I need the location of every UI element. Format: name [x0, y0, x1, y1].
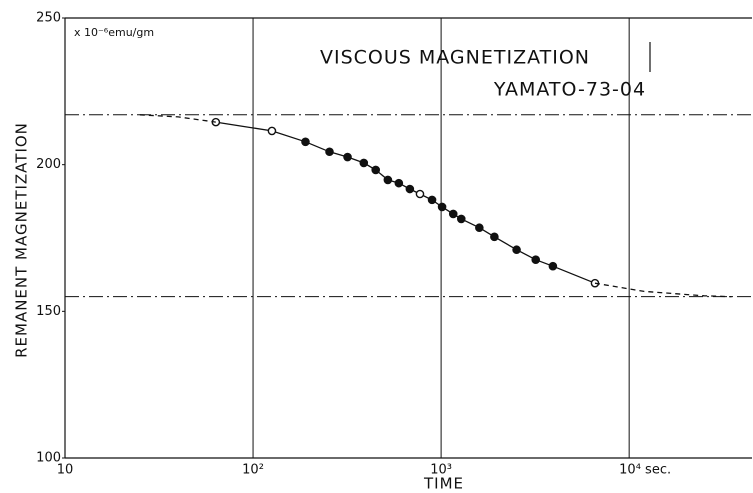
x-tick-label: 10³	[430, 463, 452, 478]
data-point	[371, 165, 381, 175]
data-point	[394, 178, 404, 188]
x-axis-title: TIME	[423, 475, 464, 493]
data-point	[531, 255, 541, 265]
y-tick-label: 200	[36, 157, 61, 172]
data-point	[456, 214, 466, 224]
data-point	[301, 137, 310, 147]
data-point	[512, 245, 521, 255]
y-tick-label: 100	[36, 451, 61, 466]
data-point	[415, 189, 425, 199]
data-point	[548, 261, 558, 271]
x-tick-label: 10²	[242, 463, 264, 478]
data-point	[405, 184, 415, 194]
y-tick-label: 250	[36, 11, 61, 26]
data-point	[343, 152, 352, 162]
dashed-curve	[139, 114, 216, 123]
data-point	[267, 126, 277, 136]
x-tick-label: 10⁴ sec.	[619, 463, 671, 478]
y-axis-title: REMANENT MAGNETIZATION	[13, 122, 31, 358]
x-tick-label: 10	[57, 463, 74, 478]
y-tick-label: 150	[36, 304, 61, 319]
data-point	[427, 195, 437, 205]
data-point	[325, 147, 334, 157]
chart-title: VISCOUS MAGNETIZATION	[320, 47, 590, 69]
data-point	[475, 223, 484, 233]
data-point	[448, 209, 458, 219]
data-point	[383, 175, 393, 185]
unit-note: x 10⁻⁶emu/gm	[74, 26, 154, 39]
data-point	[359, 158, 369, 168]
data-point	[490, 232, 499, 242]
dashed-curve	[594, 282, 732, 298]
data-point	[437, 202, 447, 212]
chart-subtitle: YAMATO-73-04	[493, 79, 646, 101]
